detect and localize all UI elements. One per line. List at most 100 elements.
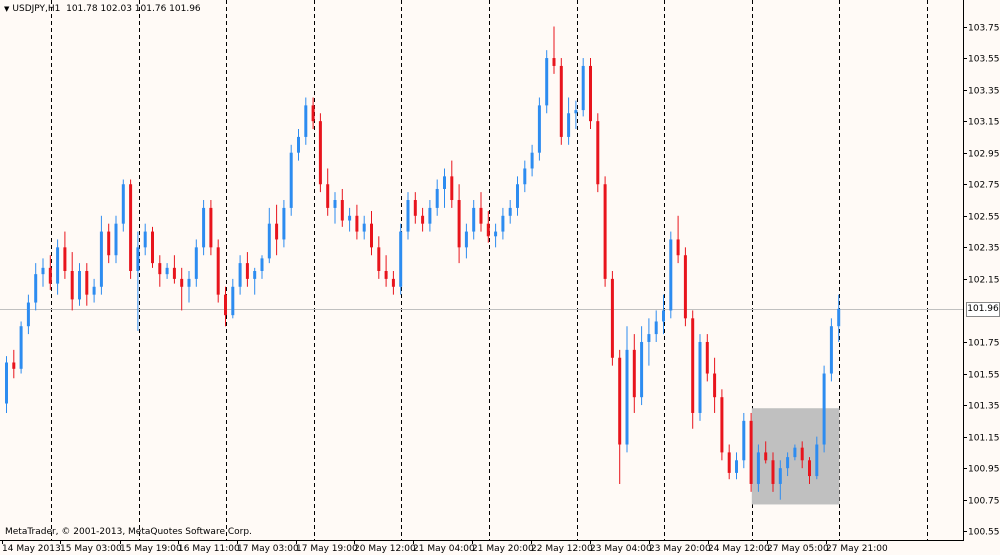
candle-body [99, 231, 103, 287]
price-tick-label: 102.35 [968, 244, 1000, 254]
candle-body [581, 65, 585, 111]
candle-body [589, 65, 592, 122]
time-tick-label: 27 May 05:00 [767, 544, 829, 554]
price-tick-label: 102.15 [968, 276, 1000, 286]
price-tick-label: 102.95 [968, 150, 1000, 160]
candle-body [428, 207, 432, 224]
candle-body [778, 468, 782, 484]
price-tick-label: 101.55 [968, 371, 1000, 381]
candle-body [384, 271, 388, 279]
candle-body [574, 110, 578, 114]
price-tick-label: 103.35 [968, 87, 1000, 97]
candle-body [377, 247, 381, 271]
candle-body [260, 258, 264, 271]
candle-body [501, 215, 505, 232]
candle-body [443, 176, 446, 189]
candle-body [399, 231, 403, 287]
time-axis-border [0, 540, 964, 541]
candle-body [735, 460, 738, 473]
candle-body [698, 341, 702, 413]
candle-body [391, 278, 395, 287]
time-tick-label: 24 May 12:00 [708, 544, 770, 554]
candle-body [362, 223, 366, 232]
candle-body [311, 105, 315, 122]
candle-body [151, 231, 154, 264]
price-tick-label: 101.75 [968, 339, 1000, 349]
price-tick-label: 103.55 [968, 55, 1000, 65]
price-axis: 103.75 103.55 103.35 103.15 102.95 102.75 102.… [963, 24, 1000, 538]
candle-body [12, 362, 16, 369]
candle-body [304, 105, 308, 137]
candle-body [625, 349, 629, 445]
ohlc-values: 101.78 102.03 101.76 101.96 [66, 4, 201, 14]
time-tick-label: 20 May 12:00 [354, 544, 416, 554]
candle-body [245, 263, 249, 279]
candle-body [209, 207, 213, 248]
price-tick-label: 103.15 [968, 118, 1000, 128]
candle-body [508, 207, 512, 216]
current-price-tag: 101.96 [966, 302, 1000, 317]
candle-body [713, 373, 717, 398]
copyright-text: MetaTrader, © 2001-2013, MetaQuotes Soft… [5, 527, 252, 537]
candle-body [756, 452, 760, 484]
candle-body [618, 357, 622, 445]
dropdown-arrow-icon[interactable]: ▼ [4, 5, 10, 13]
candle-body [216, 247, 220, 295]
time-tick-label: 23 May 04:00 [590, 544, 652, 554]
candle-body [808, 460, 811, 477]
candle-body [472, 207, 476, 232]
candle-body [41, 267, 45, 275]
candle-body [603, 184, 607, 279]
candle-body [559, 65, 563, 137]
candle-body [406, 200, 410, 232]
price-tick-label: 102.55 [968, 213, 1000, 223]
time-tick-label: 14 May 2013 [2, 544, 61, 554]
candle-body [654, 321, 658, 335]
candle-body [494, 231, 498, 237]
price-tick-label: 100.75 [968, 497, 1000, 507]
candle-body [194, 247, 198, 279]
candle-body [421, 215, 425, 224]
candle-body [479, 207, 483, 224]
candle-body [289, 152, 293, 208]
time-tick-label: 15 May 19:00 [120, 544, 182, 554]
candle-body [530, 152, 534, 169]
candle-body [486, 223, 490, 237]
candle-body [457, 200, 461, 248]
time-tick-label: 17 May 19:00 [296, 544, 358, 554]
candle-body [800, 447, 804, 461]
price-tick-label: 103.75 [968, 24, 1000, 34]
candle-body [275, 223, 279, 240]
candle-body [516, 184, 519, 208]
candle-body [297, 136, 300, 153]
candle-body [78, 271, 81, 300]
candle-body [224, 294, 227, 316]
candle-body [187, 278, 191, 287]
symbol-name: USDJPY,H1 [12, 4, 61, 14]
candle-body [136, 247, 140, 271]
candle-body [676, 239, 680, 256]
candle-body [727, 452, 731, 473]
candle-body [523, 168, 527, 185]
candle-body [632, 349, 636, 398]
candle-body [348, 215, 352, 221]
candle-body [545, 58, 549, 106]
candle-body [267, 223, 271, 259]
price-tick-label: 102.75 [968, 181, 1000, 191]
candle-body [202, 207, 206, 248]
time-tick-label: 23 May 20:00 [649, 544, 711, 554]
candle-body [793, 447, 797, 458]
time-tick-label: 27 May 21:00 [826, 544, 888, 554]
day-separators [51, 0, 928, 540]
candle-body [56, 247, 60, 284]
candle-body [318, 121, 322, 185]
candle-body [610, 278, 614, 358]
candle-body [282, 207, 286, 240]
candle-body [34, 274, 38, 303]
candle-body [107, 231, 111, 256]
candle-body [691, 318, 695, 413]
candle-body [669, 239, 673, 311]
candle-body [720, 397, 724, 453]
